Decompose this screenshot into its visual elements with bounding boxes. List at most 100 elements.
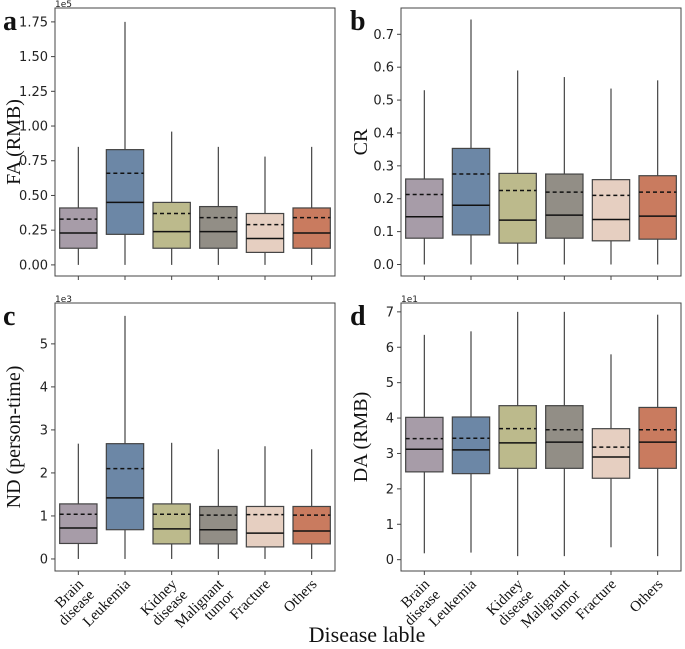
box-iqr [105,443,145,531]
panel-label: a [3,6,17,37]
box-iqr [545,405,584,469]
box-leukemia [451,19,491,265]
y-tick-label: 4 [386,412,394,427]
y-tick-label: 1.50 [19,50,48,65]
box-iqr [405,416,444,473]
box-brain-disease [59,443,98,559]
box-malignant-tumor [545,311,584,557]
box-leukemia [451,331,491,553]
plot-frame [400,7,682,277]
y-tick-label: 5 [386,376,394,391]
box-kidney-disease [152,131,191,265]
y-offset-text: 1e1 [401,295,418,305]
box-iqr [105,149,145,235]
box-iqr [199,505,238,545]
box-iqr [498,405,537,469]
y-tick-label: 0.00 [19,258,48,273]
y-tick-label: 7 [386,305,394,320]
y-offset-text: 1e5 [55,0,72,10]
y-tick-label: 3 [40,423,48,438]
box-iqr [498,172,537,244]
y-tick-label: 1.25 [19,85,48,100]
y-axis-label: CR [350,128,372,155]
box-fracture [591,354,631,548]
y-axis-label: FA (RMB) [3,99,25,185]
plot-frame [54,7,336,277]
box-kidney-disease [498,70,537,265]
box-kidney-disease [152,442,191,559]
box-iqr [405,178,444,239]
box-others [638,314,677,557]
y-tick-label: 0.25 [19,224,48,239]
y-tick-label: 0.50 [19,189,48,204]
y-tick-label: 1.00 [19,120,48,135]
shared-x-axis-label: Disease lable [309,622,426,647]
y-tick-label: 5 [40,337,48,352]
x-tick-label-line: Others [627,576,667,616]
box-brain-disease [405,90,444,265]
box-others [638,80,677,265]
plot-frame [400,302,682,572]
y-tick-label: 1 [40,509,48,524]
y-tick-label: 0.3 [373,159,394,174]
box-iqr [199,205,238,249]
box-iqr [245,212,285,253]
box-others [292,449,331,559]
box-leukemia [105,21,145,265]
y-tick-label: 0 [40,552,48,567]
panel-label: b [350,6,366,37]
y-tick-label: 0 [386,553,394,568]
panel-b: 0.0 0.1 0.2 0.3 0.4 0.5 0.6 0.7 CR b [350,6,682,280]
y-tick-label: 0.5 [373,94,394,109]
x-tick-label: Malignanttumor [518,576,584,642]
box-iqr [638,406,677,469]
box-brain-disease [59,146,98,265]
y-tick-label: 2 [386,482,394,497]
box-iqr [152,201,191,249]
box-iqr [591,428,631,479]
y-tick-label: 6 [386,341,394,356]
y-tick-label: 0.2 [373,192,394,207]
box-fracture [591,88,631,265]
x-tick-label-line: Others [281,576,321,616]
y-tick-label: 0.1 [373,225,394,240]
box-kidney-disease [498,311,537,557]
x-tick-label: Malignanttumor [172,576,238,642]
y-tick-label: 0.6 [373,61,394,76]
box-others [292,146,331,265]
box-leukemia [105,315,145,559]
y-tick-label: 4 [40,380,48,395]
y-tick-label: 3 [386,447,394,462]
y-tick-label: 1.75 [19,15,48,30]
box-iqr [292,207,331,249]
y-tick-label: 0.75 [19,154,48,169]
y-tick-label: 0.4 [373,126,394,141]
box-brain-disease [405,334,444,554]
panel-label: c [3,301,15,332]
box-iqr [451,147,491,236]
box-iqr [152,503,191,545]
box-malignant-tumor [199,146,238,265]
x-tick-label: Others [627,576,667,616]
box-fracture [245,156,285,265]
y-tick-label: 2 [40,466,48,481]
box-iqr [545,173,584,239]
panel-label: d [350,301,366,332]
y-axis-label: ND (person-time) [3,366,25,509]
y-tick-label: 1 [386,518,394,533]
x-tick-label: Others [281,576,321,616]
plot-frame [54,302,336,572]
box-iqr [292,505,331,545]
y-tick-label: 0.0 [373,258,394,273]
y-offset-text: 1e3 [55,295,72,305]
box-iqr [591,179,631,242]
box-malignant-tumor [199,449,238,559]
y-tick-label: 0.7 [373,28,394,43]
box-iqr [59,503,98,545]
box-fracture [245,446,285,559]
box-iqr [59,207,98,249]
box-iqr [638,175,677,240]
